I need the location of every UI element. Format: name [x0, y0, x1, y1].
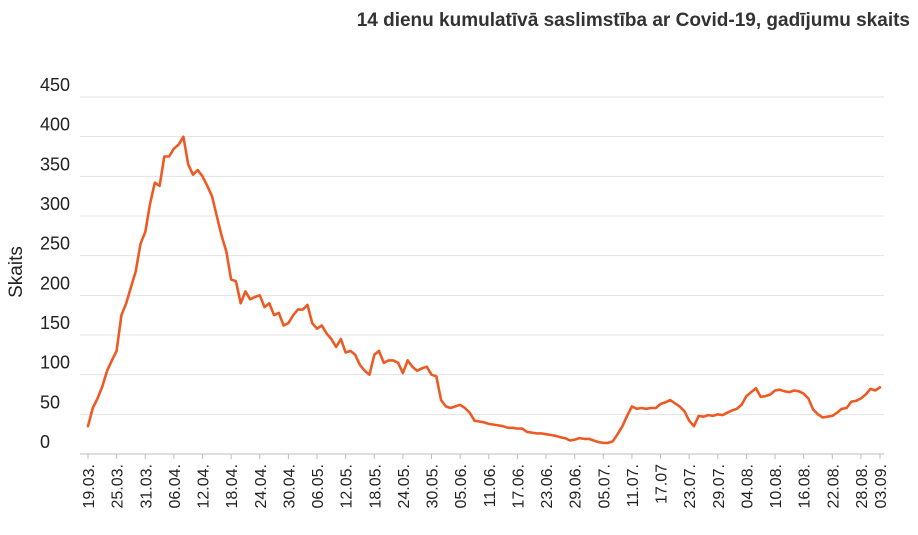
- x-tick-label: 06.05.: [310, 464, 327, 508]
- x-tick-label: 11.06.: [482, 464, 499, 507]
- x-tick-label: 30.05.: [425, 464, 442, 508]
- x-tick-label: 24.04.: [253, 464, 270, 508]
- x-tick-label: 28.08.: [854, 464, 871, 508]
- x-tick-label: 03.09.: [873, 464, 890, 508]
- x-tick-label: 16.08.: [797, 464, 814, 508]
- x-tick-label: 11.07.: [625, 464, 642, 507]
- x-tick-label: 04.08.: [739, 464, 756, 508]
- series-group: [86, 135, 882, 445]
- x-tick-label: 23.06.: [539, 464, 556, 508]
- y-tick-label: 300: [40, 194, 70, 214]
- x-tick-label: 17.06.: [510, 464, 527, 508]
- y-tick-label: 100: [40, 353, 70, 373]
- y-tick-label: 350: [40, 154, 70, 174]
- y-tick-label: 450: [40, 75, 70, 95]
- x-tick-label: 29.07.: [711, 464, 728, 508]
- x-tick-label: 25.03.: [110, 464, 127, 508]
- x-tick-label: 05.06.: [453, 464, 470, 508]
- x-tick-label: 22.08.: [825, 464, 842, 508]
- x-tick-label: 12.05.: [339, 464, 356, 508]
- y-axis-ticks: 0 50 100 150 200 250 300 350 400 450: [40, 75, 70, 452]
- series-line: [86, 135, 882, 445]
- y-axis-label: Skaits: [6, 246, 27, 298]
- gridlines: [80, 96, 884, 455]
- x-tick-label: 29.06.: [568, 464, 585, 508]
- y-tick-label: 0: [40, 432, 50, 452]
- x-tick-label: 06.04.: [167, 464, 184, 508]
- x-tick-label: 24.05.: [396, 464, 413, 508]
- chart-title: 14 dienu kumulatīvā saslimstība ar Covid…: [356, 10, 910, 31]
- y-tick-label: 250: [40, 234, 70, 254]
- y-tick-label: 200: [40, 273, 70, 293]
- x-tick-label: 31.03.: [138, 464, 155, 508]
- x-tick-label: 17.07: [654, 464, 671, 504]
- x-tick-label: 19.03.: [81, 464, 98, 508]
- x-tick-label: 05.07.: [596, 464, 613, 508]
- y-tick-label: 150: [40, 313, 70, 333]
- x-tick-label: 12.04.: [196, 464, 213, 508]
- y-tick-label: 400: [40, 115, 70, 135]
- x-tick-label: 30.04.: [281, 464, 298, 508]
- x-tick-label: 10.08.: [768, 464, 785, 508]
- y-tick-label: 50: [40, 392, 60, 412]
- x-tick-label: 18.04.: [224, 464, 241, 508]
- x-tick-label: 23.07.: [682, 464, 699, 508]
- x-axis-ticks: 19.03. 25.03. 31.03. 06.04. 12.04. 18.04. 24.0…: [81, 454, 890, 508]
- x-tick-label: 18.05.: [367, 464, 384, 508]
